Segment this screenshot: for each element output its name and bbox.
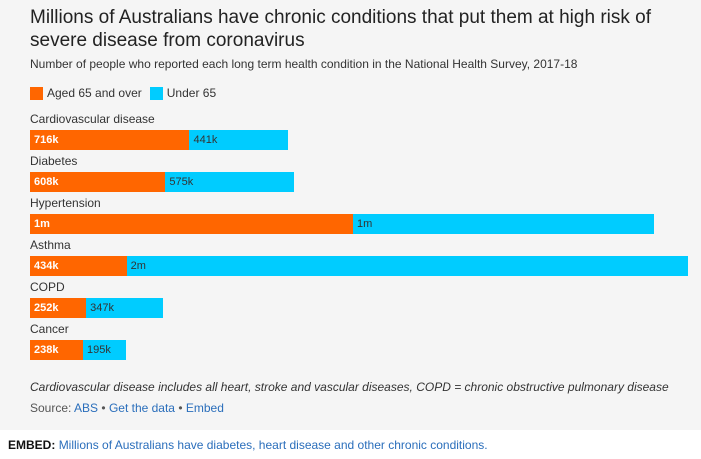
bar-value-label-aged-65-over: 434k	[34, 260, 59, 272]
bar-aged-65-over	[30, 172, 166, 192]
chart-source: Source: ABS • Get the data • Embed	[30, 401, 224, 415]
embed-bar: EMBED: Millions of Australians have diab…	[8, 438, 488, 452]
bar-under-65	[165, 172, 294, 192]
category-label: Cancer	[30, 322, 69, 336]
bar-aged-65-over	[30, 340, 83, 360]
bar-aged-65-over	[30, 214, 353, 234]
source-link[interactable]: ABS	[74, 401, 99, 415]
bar-under-65	[189, 130, 288, 150]
legend-item-under-65: Under 65	[149, 86, 217, 100]
embed-link[interactable]: Embed	[185, 401, 224, 415]
bar-value-label-under-65: 195k	[87, 344, 111, 356]
category-label: Asthma	[30, 238, 71, 252]
bar-value-label-aged-65-over: 716k	[34, 134, 59, 146]
legend-item-aged-65-over: Aged 65 and over	[30, 86, 142, 100]
bar-value-label-aged-65-over: 608k	[34, 176, 59, 188]
bar-value-label-under-65: 2m	[130, 260, 146, 272]
legend-label-aged-65-over: Aged 65 and over	[47, 86, 142, 100]
bar-value-label-under-65: 441k	[193, 134, 218, 146]
bar-under-65	[83, 340, 127, 360]
bar-aged-65-over	[30, 256, 127, 276]
bar-value-label-aged-65-over: 252k	[34, 302, 59, 314]
bar-aged-65-over	[30, 298, 87, 318]
bar-value-label-under-65: 347k	[90, 302, 114, 314]
separator: •	[101, 401, 106, 415]
get-data-link[interactable]: Get the data	[108, 401, 175, 415]
category-label: Cardiovascular disease	[30, 112, 155, 126]
bar-value-label-aged-65-over: 1m	[34, 218, 50, 230]
chart-title: Millions of Australians have chronic con…	[30, 7, 651, 51]
source-prefix: Source:	[30, 401, 72, 415]
chart-subtitle: Number of people who reported each long …	[30, 57, 578, 71]
category-label: COPD	[30, 280, 65, 294]
chart-note: Cardiovascular disease includes all hear…	[30, 380, 669, 394]
chart-card: Millions of Australians have chronic con…	[30, 7, 688, 415]
separator: •	[178, 401, 183, 415]
legend-label-under-65: Under 65	[166, 86, 217, 100]
bar-aged-65-over	[30, 130, 190, 150]
bar-chart: Cardiovascular disease 716k 441k Diabetes 60…	[30, 112, 688, 360]
category-label: Diabetes	[30, 154, 78, 168]
bar-under-65	[86, 298, 164, 318]
legend: Aged 65 and over Under 65	[30, 86, 224, 100]
category-label: Hypertension	[30, 196, 101, 210]
bar-value-label-aged-65-over: 238k	[34, 344, 59, 356]
legend-swatch-under-65	[149, 86, 163, 100]
embed-label: EMBED:	[8, 438, 56, 452]
embed-article-link[interactable]: Millions of Australians have diabetes, h…	[58, 438, 488, 452]
bar-value-label-under-65: 575k	[169, 176, 194, 188]
legend-swatch-aged-65-over	[30, 86, 43, 100]
bar-under-65	[352, 214, 654, 234]
bar-under-65	[126, 256, 688, 276]
bar-value-label-under-65: 1m	[356, 218, 373, 230]
